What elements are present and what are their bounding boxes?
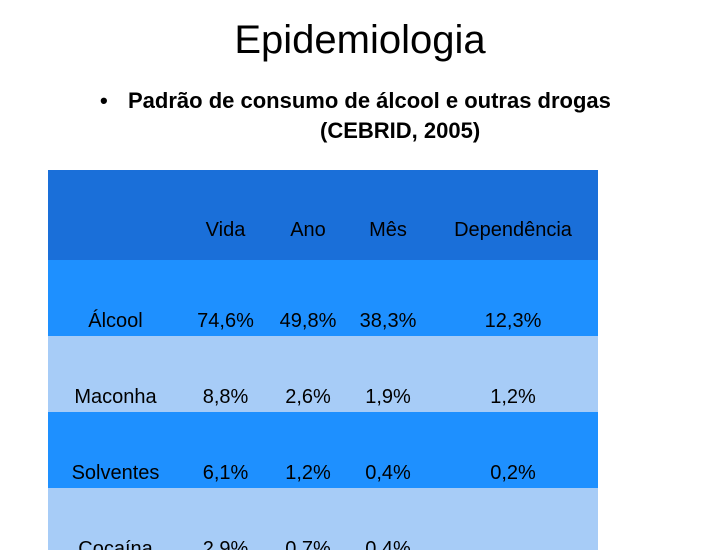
table-cell: 74,6% bbox=[197, 310, 254, 332]
table-row: Maconha 8,8% 2,6% 1,9% 1,2% bbox=[48, 336, 598, 412]
table-cell: 0,7% bbox=[285, 538, 331, 550]
drug-consumption-table: Vida Ano Mês Dependência Álcool 74,6% 49… bbox=[48, 170, 598, 550]
table-row: Solventes 6,1% 1,2% 0,4% 0,2% bbox=[48, 412, 598, 488]
table-row: Álcool 74,6% 49,8% 38,3% 12,3% bbox=[48, 260, 598, 336]
table-cell: 1,9% bbox=[365, 386, 411, 408]
table-cell: 12,3% bbox=[484, 310, 542, 332]
table-cell: 1,2% bbox=[285, 462, 331, 484]
table-cell: 0,4% bbox=[365, 462, 411, 484]
table-row: Cocaína 2,9% 0,7% 0,4% bbox=[48, 488, 598, 550]
table-cell: 2,6% bbox=[285, 386, 331, 408]
row-label: Cocaína bbox=[78, 538, 153, 550]
row-label: Álcool bbox=[88, 310, 143, 332]
table-cell: 38,3% bbox=[359, 310, 417, 332]
table-cell: 49,8% bbox=[279, 310, 337, 332]
header-cell-vida: Vida bbox=[205, 219, 246, 241]
slide-title: Epidemiologia bbox=[234, 18, 486, 62]
header-cell-mes: Mês bbox=[369, 219, 407, 241]
bullet-text-line1: Padrão de consumo de álcool e outras dro… bbox=[128, 88, 611, 113]
bullet-point: • Padrão de consumo de álcool e outras d… bbox=[100, 86, 710, 146]
table-cell: 6,1% bbox=[202, 462, 249, 484]
table-cell bbox=[428, 488, 598, 550]
bullet-dot-icon: • bbox=[100, 88, 108, 113]
header-cell-dependencia: Dependência bbox=[454, 219, 572, 241]
bullet-text-line2: (CEBRID, 2005) bbox=[320, 118, 481, 143]
row-label: Maconha bbox=[74, 386, 157, 408]
table-header-row: Vida Ano Mês Dependência bbox=[48, 170, 598, 260]
header-cell-ano: Ano bbox=[290, 219, 326, 241]
header-cell-empty bbox=[48, 170, 183, 260]
table-cell: 1,2% bbox=[490, 386, 536, 408]
table-cell: 0,4% bbox=[365, 538, 411, 550]
table-cell: 8,8% bbox=[202, 386, 249, 408]
table-cell: 2,9% bbox=[202, 538, 249, 550]
table-cell: 0,2% bbox=[490, 462, 536, 484]
row-label: Solventes bbox=[71, 462, 160, 484]
